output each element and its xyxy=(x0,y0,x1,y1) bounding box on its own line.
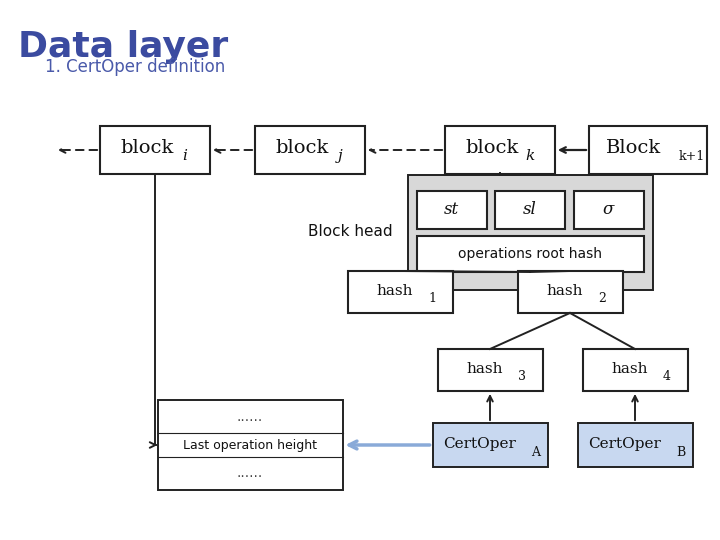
Bar xyxy=(408,174,652,289)
Text: Block head: Block head xyxy=(307,225,392,240)
Bar xyxy=(100,126,210,174)
Bar xyxy=(445,126,555,174)
Text: sl: sl xyxy=(523,201,537,219)
Text: i: i xyxy=(183,149,187,163)
Bar xyxy=(348,271,452,313)
Bar xyxy=(416,191,487,229)
Text: CertOper: CertOper xyxy=(444,437,516,451)
Text: 1. CertOper definition: 1. CertOper definition xyxy=(45,58,225,76)
Text: k+1: k+1 xyxy=(679,151,705,164)
Bar xyxy=(158,400,343,490)
Text: 1: 1 xyxy=(428,293,436,306)
Bar xyxy=(438,349,542,391)
Text: 4: 4 xyxy=(663,370,671,383)
Bar xyxy=(589,126,707,174)
Text: block: block xyxy=(465,139,518,157)
Text: hash: hash xyxy=(612,362,648,376)
Text: st: st xyxy=(444,201,459,219)
Text: hash: hash xyxy=(546,284,583,298)
Text: j: j xyxy=(338,149,343,163)
Text: 3: 3 xyxy=(518,370,526,383)
Text: Last operation height: Last operation height xyxy=(183,438,317,451)
Text: block: block xyxy=(120,139,174,157)
Text: k: k xyxy=(526,149,535,163)
Bar xyxy=(582,349,688,391)
Text: block: block xyxy=(275,139,329,157)
Text: Block: Block xyxy=(606,139,662,157)
Bar xyxy=(577,423,693,467)
Text: hash: hash xyxy=(467,362,503,376)
Text: hash: hash xyxy=(377,284,413,298)
Bar xyxy=(574,191,644,229)
Text: Data layer: Data layer xyxy=(18,30,228,64)
Text: ......: ...... xyxy=(237,410,263,424)
Text: σ: σ xyxy=(603,201,614,219)
Bar xyxy=(416,236,644,272)
Text: operations root hash: operations root hash xyxy=(458,247,602,261)
Bar xyxy=(255,126,365,174)
Text: 2: 2 xyxy=(598,293,606,306)
Bar xyxy=(518,271,623,313)
Bar xyxy=(433,423,547,467)
Text: A: A xyxy=(531,447,541,460)
Text: B: B xyxy=(676,447,685,460)
Bar xyxy=(495,191,565,229)
Text: CertOper: CertOper xyxy=(588,437,662,451)
Text: ......: ...... xyxy=(237,466,263,480)
